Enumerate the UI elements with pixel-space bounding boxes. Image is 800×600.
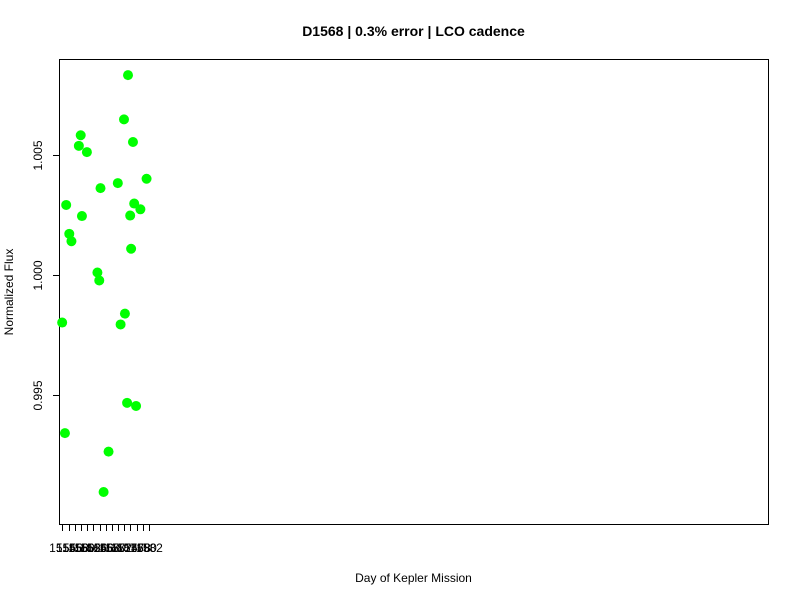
chart-title: D1568 | 0.3% error | LCO cadence (302, 23, 525, 39)
data-point (98, 487, 109, 498)
data-point (127, 136, 138, 147)
data-point (66, 236, 77, 247)
data-point (115, 319, 126, 330)
data-point (81, 147, 92, 158)
x-tick-label: 1562 (74, 541, 101, 555)
plot-frame (59, 59, 769, 525)
data-point (73, 140, 84, 151)
y-tick-label: 1.005 (31, 140, 45, 170)
x-axis: 1554155615581560156215641566156815701572… (49, 524, 163, 555)
x-tick-label: 1564 (80, 541, 107, 555)
x-tick-label: 1582 (136, 541, 163, 555)
x-tick-label: 1566 (87, 541, 114, 555)
y-axis-label: Normalized Flux (2, 249, 16, 336)
data-point (94, 275, 105, 286)
x-tick-label: 1556 (56, 541, 83, 555)
data-point (112, 178, 123, 189)
x-tick-label: 1560 (68, 541, 95, 555)
y-axis: 0.995 1.000 1.005 (31, 140, 60, 411)
data-point (141, 173, 152, 184)
x-tick-label: 1572 (105, 541, 132, 555)
x-tick-label: 1570 (99, 541, 126, 555)
x-tick-label: 1554 (49, 541, 76, 555)
data-points (57, 70, 152, 498)
data-point (75, 130, 86, 141)
data-point (95, 183, 106, 194)
y-tick-label: 0.995 (31, 380, 45, 410)
data-point (59, 428, 70, 439)
data-point (125, 210, 136, 221)
x-tick-label: 1576 (117, 541, 144, 555)
data-point (119, 308, 130, 319)
x-tick-label: 1580 (130, 541, 157, 555)
x-axis-label: Day of Kepler Mission (355, 571, 472, 585)
data-point (57, 317, 68, 328)
data-point (135, 204, 146, 215)
data-point (61, 199, 72, 210)
y-tick-label: 1.000 (31, 260, 45, 290)
data-point (123, 70, 134, 81)
data-point (92, 267, 103, 278)
data-point (103, 446, 114, 457)
x-tick-label: 1574 (111, 541, 138, 555)
data-point (126, 243, 137, 254)
data-point (131, 400, 142, 411)
x-tick-label: 1578 (124, 541, 151, 555)
data-point (118, 114, 129, 125)
data-point (76, 211, 87, 222)
data-point (122, 397, 133, 408)
x-tick-label: 1568 (93, 541, 120, 555)
x-tick-label: 1558 (62, 541, 89, 555)
